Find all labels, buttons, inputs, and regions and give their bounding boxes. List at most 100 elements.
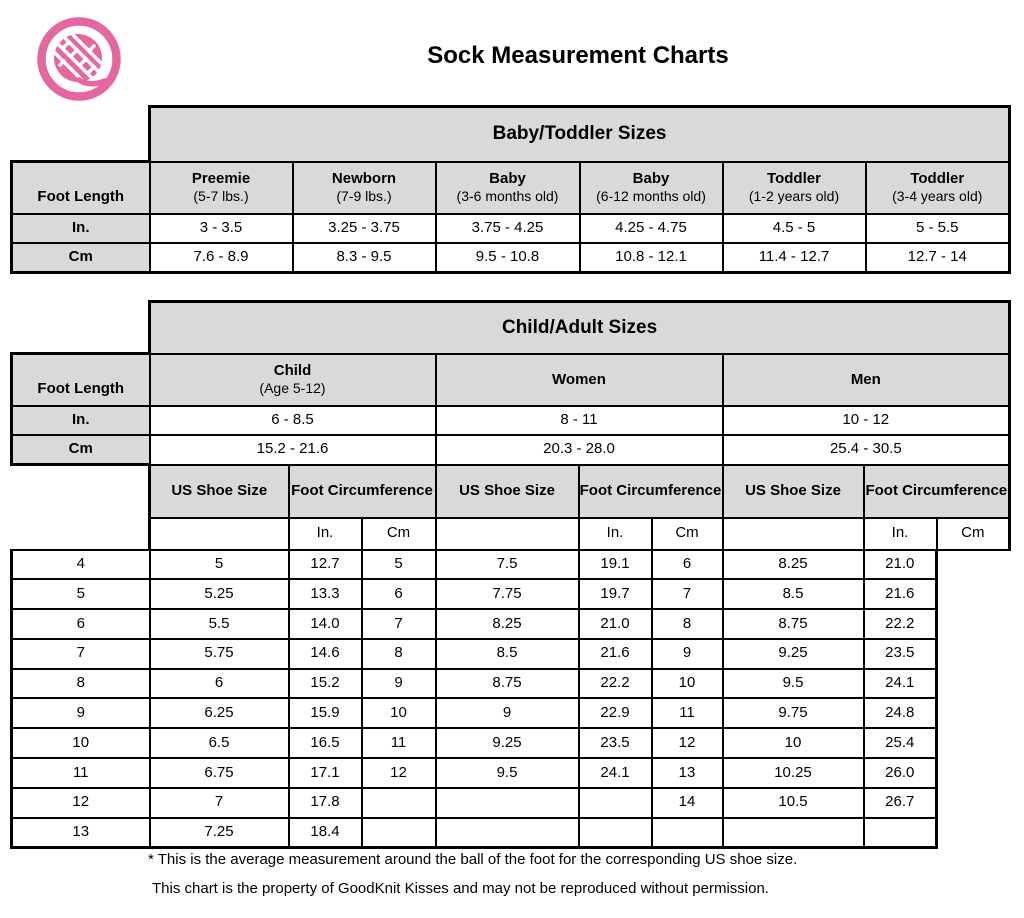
shoe-size-cell: 6 xyxy=(10,608,151,640)
table-row: US Shoe Size Foot Circumference US Shoe … xyxy=(11,463,1012,519)
foot-circumference-cell: 23.5 xyxy=(862,637,938,670)
foot-circumference-cell: 22.2 xyxy=(862,608,938,640)
foot-circumference-cell xyxy=(434,786,580,819)
foot-circumference-cell: 21.0 xyxy=(577,608,653,640)
foot-circumference-cell: 8.5 xyxy=(721,578,865,611)
foot-circumference-cell: 14.0 xyxy=(287,608,363,640)
table-row: In. 6 - 8.5 8 - 11 10 - 12 xyxy=(10,404,1012,436)
value-cell: 3.75 - 4.25 xyxy=(434,212,581,244)
shoe-size-cell: 11 xyxy=(10,757,151,789)
value-cell: 12.7 - 14 xyxy=(864,241,1012,274)
shoe-size-cell: 7 xyxy=(650,578,724,611)
row-label-cm: Cm xyxy=(10,433,151,466)
shoe-size-cell: 9 xyxy=(360,667,437,700)
foot-circumference-cell: 8.25 xyxy=(434,608,580,640)
foot-circumference-cell: 9.25 xyxy=(434,727,580,760)
foot-circumference-cell: 26.7 xyxy=(862,786,938,819)
shoe-size-cell: 8 xyxy=(10,667,151,700)
foot-circumference-cell: 24.1 xyxy=(577,757,653,789)
foot-circumference-cell: 6.5 xyxy=(148,727,290,760)
unit-header-inches: In. xyxy=(862,516,938,551)
foot-circumference-cell xyxy=(862,816,938,849)
foot-circumference-header: Foot Circumference xyxy=(577,463,724,519)
value-cell: 7.6 - 8.9 xyxy=(148,241,294,274)
foot-circumference-cell: 9.25 xyxy=(721,637,865,670)
value-cell: 8.3 - 9.5 xyxy=(291,241,437,274)
shoe-size-cell: 11 xyxy=(360,727,437,760)
value-cell: 20.3 - 28.0 xyxy=(434,433,724,466)
foot-circumference-cell: 8.5 xyxy=(434,637,580,670)
foot-circumference-cell: 18.4 xyxy=(287,816,363,849)
table-row: 6 5.5 14.0 7 8.25 21.0 8 8.75 22.2 xyxy=(10,608,1010,640)
value-cell: 5 - 5.5 xyxy=(864,212,1012,244)
foot-circumference-cell: 17.1 xyxy=(287,757,363,789)
value-cell: 9.5 - 10.8 xyxy=(434,241,581,274)
value-cell: 4.25 - 4.75 xyxy=(578,212,724,244)
row-label-inches: In. xyxy=(10,404,151,436)
foot-circumference-cell: 21.6 xyxy=(577,637,653,670)
us-shoe-size-header: US Shoe Size xyxy=(721,463,865,519)
column-header: Baby (3-6 months old) xyxy=(434,160,581,215)
shoe-size-cell: 14 xyxy=(650,786,724,819)
shoe-size-cell xyxy=(650,816,724,849)
foot-circumference-cell: 5 xyxy=(148,548,290,581)
shoe-size-cell: 7 xyxy=(10,637,151,670)
shoe-size-cell: 12 xyxy=(360,757,437,789)
foot-length-header: Foot Length xyxy=(10,160,151,215)
table-row: 11 6.75 17.1 12 9.5 24.1 13 10.25 26.0 xyxy=(10,757,1010,789)
yarn-ball-logo-icon xyxy=(37,17,121,101)
shoe-size-cell: 8 xyxy=(360,637,437,670)
foot-circumference-cell: 9.5 xyxy=(721,667,865,700)
empty-cell xyxy=(721,516,865,551)
foot-circumference-cell: 15.9 xyxy=(287,697,363,730)
page-title: Sock Measurement Charts xyxy=(427,42,729,69)
shoe-size-cell: 9 xyxy=(650,637,724,670)
foot-circumference-cell: 10.25 xyxy=(721,757,865,789)
column-header: Toddler (3-4 years old) xyxy=(864,160,1012,215)
shoe-size-cell: 6 xyxy=(650,548,724,581)
foot-circumference-cell xyxy=(721,816,865,849)
shoe-size-cell: 5 xyxy=(10,578,151,611)
unit-header-inches: In. xyxy=(287,516,363,551)
foot-circumference-cell: 17.8 xyxy=(287,786,363,819)
foot-circumference-cell xyxy=(577,786,653,819)
foot-circumference-cell: 26.0 xyxy=(862,757,938,789)
baby-toddler-table: Baby/Toddler Sizes Foot Length Preemie (5… xyxy=(10,105,1012,274)
shoe-size-cell: 7 xyxy=(360,608,437,640)
table-row: 4 5 12.7 5 7.5 19.1 6 8.25 21.0 xyxy=(10,548,1010,581)
unit-header-cm: Cm xyxy=(935,516,1012,551)
footnote-measurement: * This is the average measurement around… xyxy=(148,851,798,868)
shoe-size-cell: 6 xyxy=(360,578,437,611)
shoe-size-cell: 12 xyxy=(10,786,151,819)
child-adult-table: Child/Adult Sizes Foot Length Child (Age … xyxy=(10,300,1012,849)
foot-circumference-header: Foot Circumference xyxy=(862,463,1012,519)
foot-circumference-cell: 7.25 xyxy=(148,816,290,849)
shoe-size-cell: 5 xyxy=(360,548,437,581)
adult-table-title: Child/Adult Sizes xyxy=(147,300,1012,355)
table-row: In. 3 - 3.5 3.25 - 3.75 3.75 - 4.25 4.25… xyxy=(10,212,1012,244)
foot-circumference-cell: 7 xyxy=(148,786,290,819)
foot-circumference-cell: 6.75 xyxy=(148,757,290,789)
table-row: Cm 7.6 - 8.9 8.3 - 9.5 9.5 - 10.8 10.8 -… xyxy=(10,241,1012,274)
empty-cell xyxy=(148,516,290,551)
foot-circumference-cell: 12.7 xyxy=(287,548,363,581)
foot-circumference-cell: 22.2 xyxy=(577,667,653,700)
foot-circumference-cell: 5.5 xyxy=(148,608,290,640)
shoe-size-cell: 4 xyxy=(10,548,151,581)
unit-header-cm: Cm xyxy=(650,516,724,551)
foot-circumference-cell: 5.75 xyxy=(148,637,290,670)
value-cell: 3 - 3.5 xyxy=(148,212,294,244)
shoe-size-cell: 9 xyxy=(10,697,151,730)
foot-circumference-cell: 8.75 xyxy=(434,667,580,700)
baby-table-title: Baby/Toddler Sizes xyxy=(147,105,1012,163)
foot-circumference-cell: 21.6 xyxy=(862,578,938,611)
foot-circumference-cell: 6 xyxy=(148,667,290,700)
unit-header-cm: Cm xyxy=(360,516,437,551)
foot-circumference-cell: 25.4 xyxy=(862,727,938,760)
column-header: Toddler (1-2 years old) xyxy=(721,160,867,215)
table-row: Foot Length Preemie (5-7 lbs.) Newborn (7-… xyxy=(10,160,1012,215)
foot-circumference-cell xyxy=(434,816,580,849)
foot-circumference-cell: 22.9 xyxy=(577,697,653,730)
unit-header-inches: In. xyxy=(577,516,653,551)
spacer-cell xyxy=(11,301,150,354)
